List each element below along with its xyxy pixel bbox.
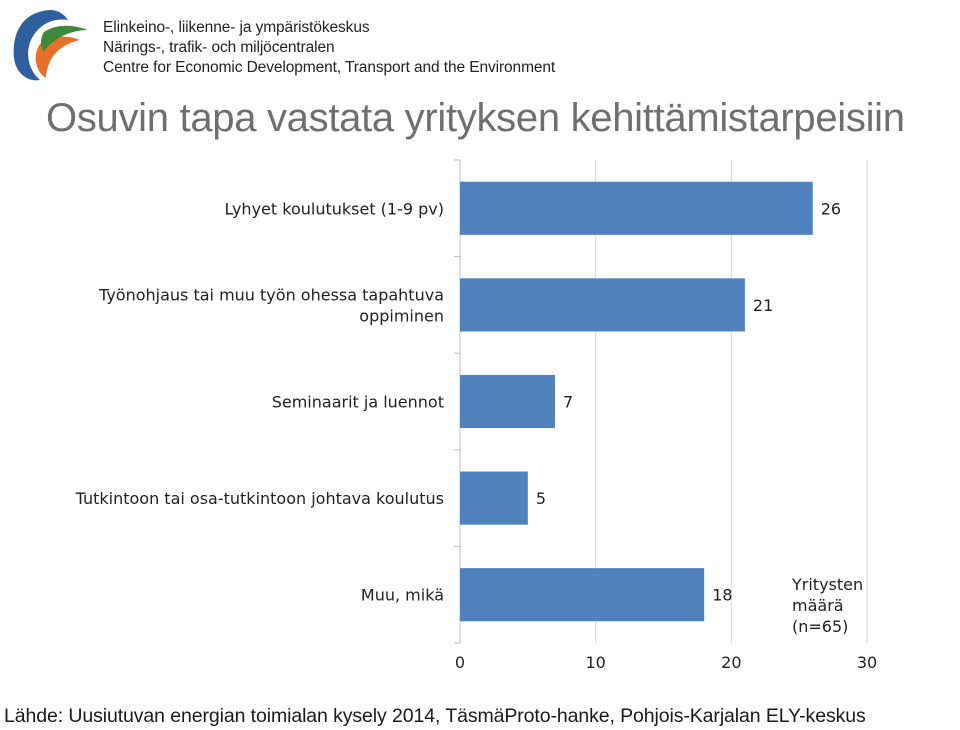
bar [460, 568, 705, 622]
data-label: 5 [536, 489, 546, 508]
x-tick-label: 10 [585, 653, 605, 672]
data-label: 18 [712, 586, 732, 605]
bar [460, 471, 528, 525]
bar-chart: 0 10 20 30 26 Lyhyet koulutukset (1-9 pv) 21 Ty… [75, 159, 877, 672]
org-name-finnish: Elinkeino-, liikenne- ja ympäristökeskus [103, 19, 370, 36]
org-name-swedish: Närings-, trafik- och miljöcentralen [103, 39, 335, 56]
sample-size-annotation: (n=65) [792, 617, 848, 636]
category-label: Seminaarit ja luennot [272, 393, 444, 412]
data-label: 7 [563, 393, 573, 412]
bar [460, 181, 813, 235]
slide-title: Osuvin tapa vastata yrityksen kehittämis… [46, 96, 905, 140]
category-label: Työnohjaus tai muu työn ohessa tapahtuva [98, 285, 444, 304]
ely-leaf-logo-icon [10, 6, 92, 84]
category-label: Tutkintoon tai osa-tutkintoon johtava ko… [75, 489, 444, 508]
data-label: 26 [821, 199, 841, 218]
category-label: Muu, mikä [361, 586, 444, 605]
sample-size-annotation: määrä [792, 596, 844, 615]
x-tick-label: 0 [455, 653, 465, 672]
bar [460, 278, 745, 332]
sample-size-annotation: Yritysten [791, 575, 863, 594]
category-label: oppiminen [359, 306, 444, 325]
organization-name: Elinkeino-, liikenne- ja ympäristökeskus… [103, 18, 555, 78]
source-note: Lähde: Uusiutuvan energian toimialan kys… [4, 705, 866, 727]
org-name-english: Centre for Economic Development, Transpo… [103, 59, 556, 76]
bar [460, 374, 555, 429]
data-label: 21 [753, 296, 773, 315]
x-tick-label: 20 [721, 653, 741, 672]
x-tick-label: 30 [857, 653, 877, 672]
category-label: Lyhyet koulutukset (1-9 pv) [225, 199, 444, 218]
